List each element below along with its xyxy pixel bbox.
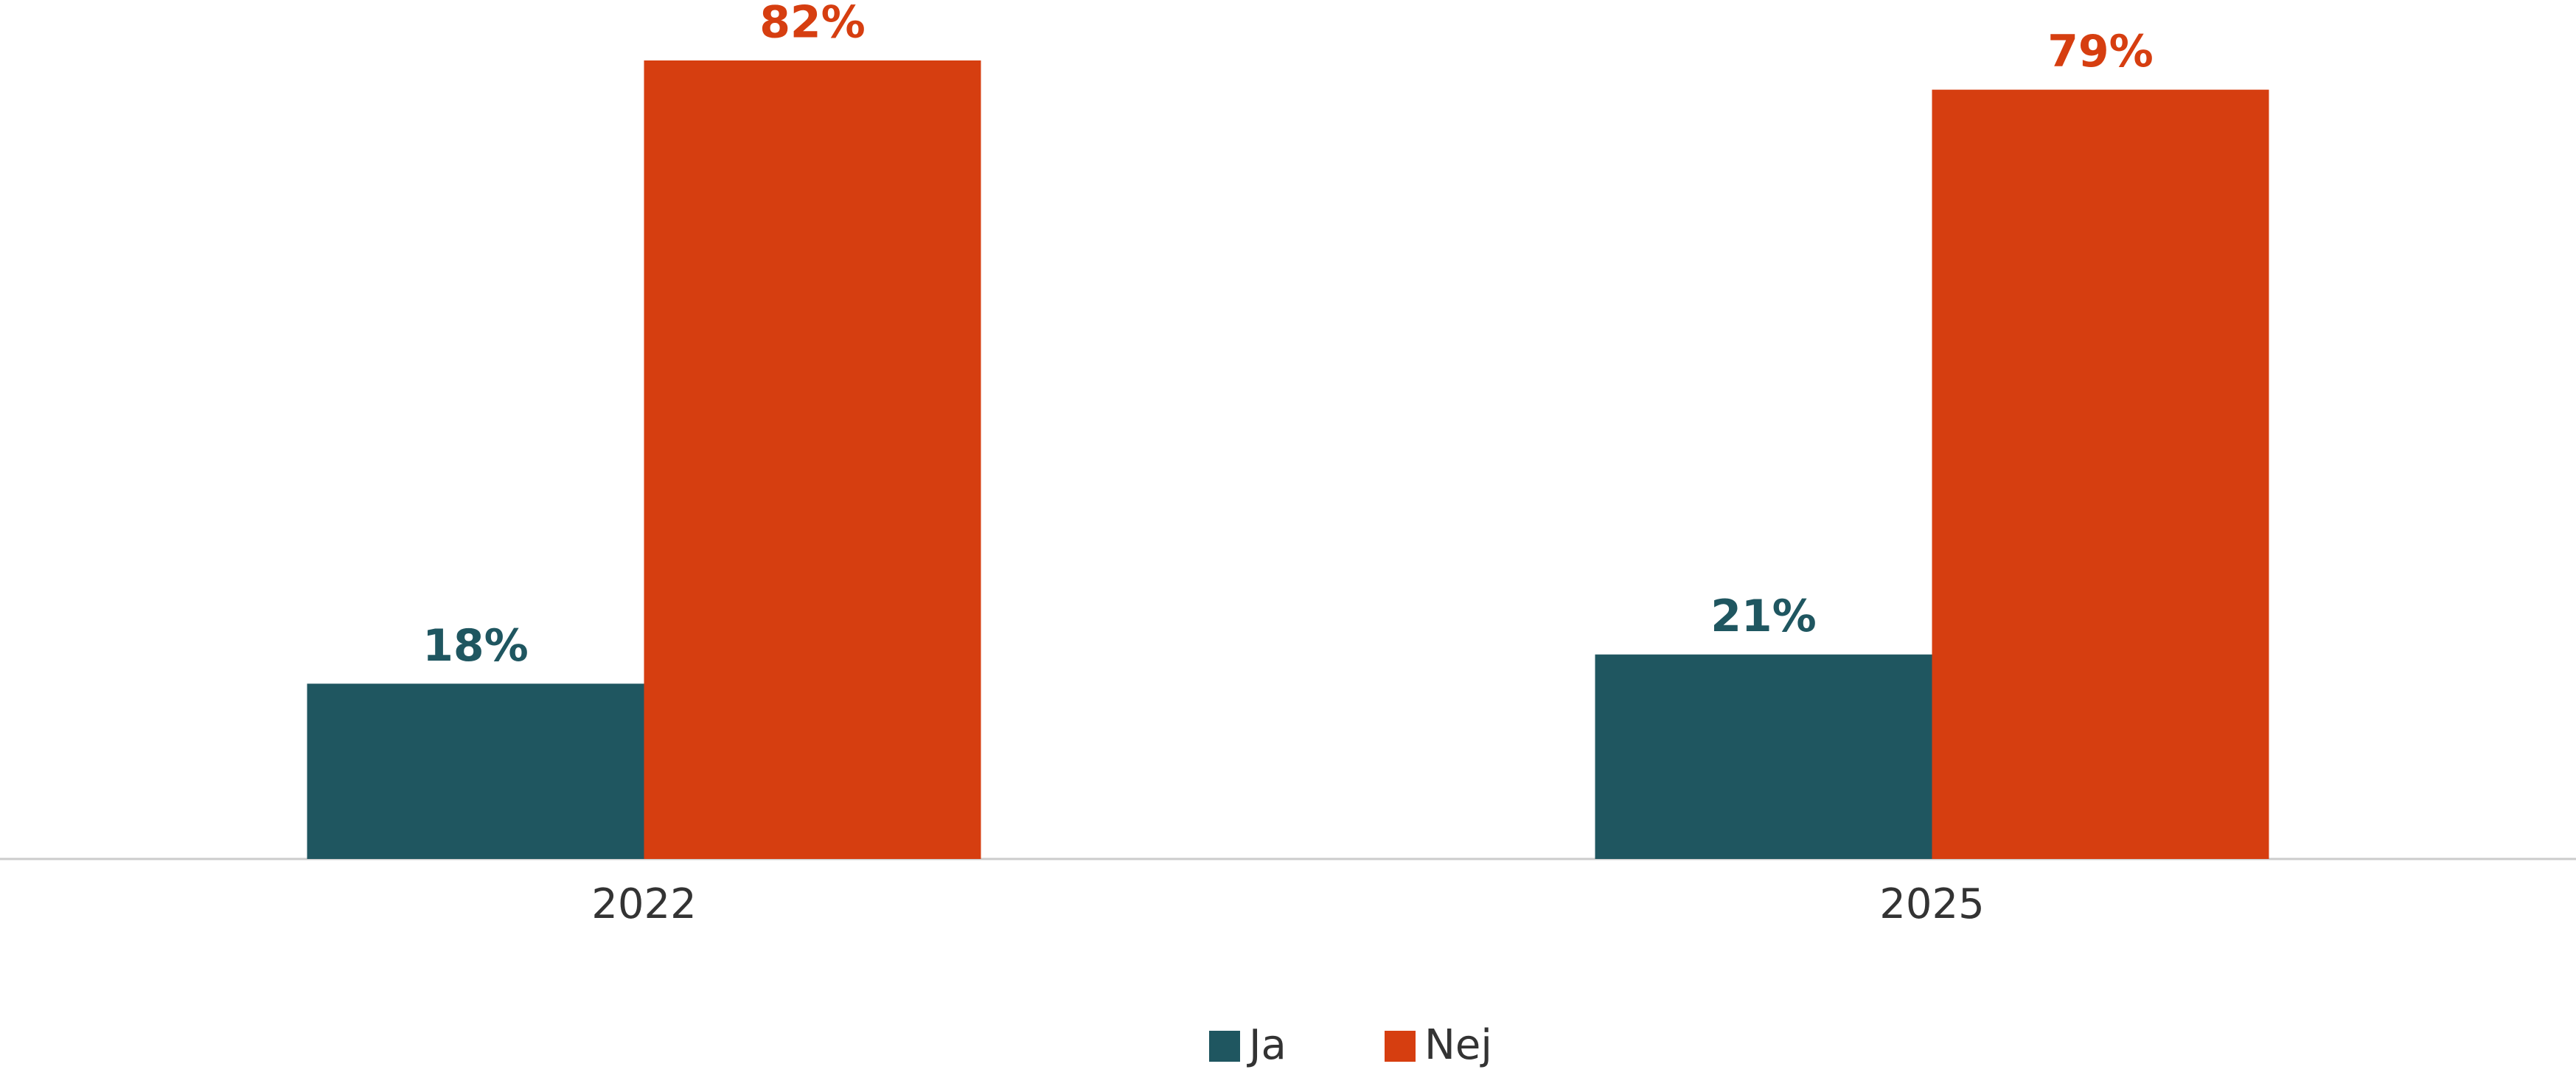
legend-label: Nej	[1424, 1021, 1492, 1069]
legend-label: Ja	[1247, 1021, 1287, 1069]
bar	[1595, 654, 1932, 859]
x-tick-label: 2022	[591, 880, 697, 928]
x-tick-label: 2025	[1879, 880, 1985, 928]
legend-swatch	[1385, 1031, 1416, 1062]
value-label: 79%	[2047, 26, 2154, 77]
value-label: 82%	[759, 0, 866, 49]
bar	[1932, 89, 2269, 859]
bar	[307, 683, 644, 859]
value-label: 21%	[1710, 591, 1817, 642]
legend-swatch	[1209, 1031, 1240, 1062]
value-label: 18%	[422, 620, 529, 672]
bar	[644, 60, 981, 859]
